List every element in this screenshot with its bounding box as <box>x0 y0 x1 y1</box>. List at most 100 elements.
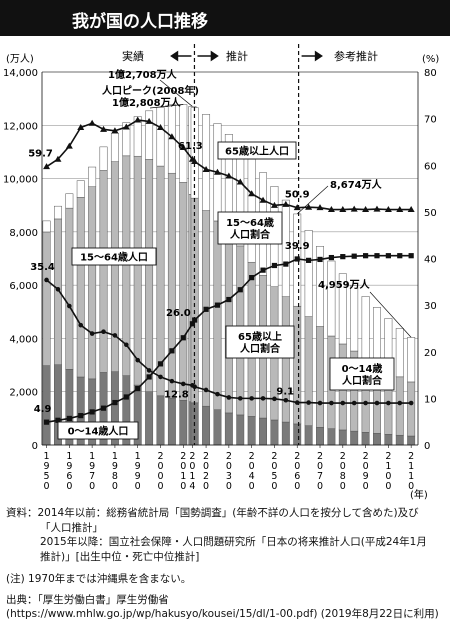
marker-15-64 <box>134 116 142 123</box>
line-65plus-ratio <box>46 254 412 423</box>
bar-segment-15-64 <box>133 155 142 386</box>
bar-segment-65plus <box>76 180 85 198</box>
marker-65plus <box>408 253 414 259</box>
label-65plus-ratio-box <box>225 325 295 359</box>
period-actual-label: 実績 <box>122 49 144 63</box>
bar-segment-65plus <box>202 114 211 211</box>
bar-segment-15-64 <box>42 231 51 366</box>
marker-15-64 <box>259 196 267 203</box>
marker-15-64 <box>305 203 313 210</box>
marker-15-64 <box>156 123 164 130</box>
y-right-tick-label: 80 <box>424 68 437 79</box>
title-bar: 我が国の人口推移 <box>0 0 450 36</box>
marker-65plus <box>100 405 107 411</box>
bar-segment-65plus <box>395 328 404 378</box>
marker-15-64 <box>373 205 381 212</box>
marker-65plus <box>55 417 61 423</box>
marker-65plus <box>112 399 118 406</box>
marker-0-14 <box>397 400 403 406</box>
right-unit-label: (%) <box>422 54 439 65</box>
bar-segment-15-64 <box>213 220 222 410</box>
marker-15-64 <box>122 123 130 130</box>
marker-65plus <box>260 267 266 273</box>
bar-segment-0-14 <box>350 430 359 446</box>
annotations: 59.7 61.3 50.9 35.4 26.0 39.9 4.9 12.8 9.1 65歳以上人… <box>28 68 412 440</box>
bar-segment-0-14 <box>304 425 313 446</box>
marker-65plus <box>340 254 346 260</box>
left-unit-label: (万人) <box>6 53 34 65</box>
marker-0-14 <box>237 396 243 401</box>
marker-0-14 <box>215 391 220 397</box>
marker-15-64 <box>213 168 221 175</box>
total-2014-label: 1億2,708万人 <box>108 68 178 81</box>
marker-65plus <box>123 394 129 400</box>
bar-segment-65plus <box>361 296 370 359</box>
value-label: 61.3 <box>178 141 203 152</box>
line-0-14-ratio <box>46 279 412 404</box>
marker-65plus <box>189 321 195 327</box>
ratio-lines <box>43 116 415 425</box>
bar-segment-15-64 <box>304 316 313 426</box>
line-15-64-ratio <box>46 119 412 211</box>
leader-2060 <box>296 185 329 215</box>
marker-65plus <box>203 306 209 312</box>
bar-segment-65plus <box>156 107 165 167</box>
marker-0-14 <box>249 396 254 401</box>
bar-segment-0-14 <box>373 433 381 446</box>
marker-15-64 <box>282 200 290 207</box>
marker-15-64 <box>179 144 187 151</box>
marker-15-64 <box>202 165 210 172</box>
bar-segment-15-64 <box>76 197 85 378</box>
axes: 0 2,000 4,000 6,000 8,000 10,000 12,000 14,000 0… <box>3 68 437 492</box>
marker-15-64 <box>384 206 392 213</box>
marker-15-64 <box>100 125 108 132</box>
marker-15-64 <box>225 172 233 179</box>
marker-15-64 <box>168 133 176 140</box>
bar-segment-65plus <box>304 230 313 317</box>
bar-segment-15-64 <box>179 182 188 401</box>
bar-segment-0-14 <box>316 427 324 446</box>
marker-0-14 <box>283 397 289 403</box>
marker-0-14 <box>317 400 323 406</box>
value-label: 9.1 <box>276 387 294 398</box>
marker-0-14 <box>340 400 346 406</box>
marker-65plus <box>271 262 278 269</box>
bar-segment-15-64 <box>167 172 176 399</box>
marker-15-64 <box>407 206 415 213</box>
marker-65plus <box>157 361 164 367</box>
marker-65plus <box>328 254 335 261</box>
bar-segment-0-14 <box>179 399 188 446</box>
marker-15-64 <box>65 142 73 149</box>
bar-segment-65plus <box>247 158 256 263</box>
marker-65plus <box>294 256 300 262</box>
label-15-64: 15〜64歳人口 <box>80 251 148 264</box>
marker-15-64 <box>88 119 96 126</box>
marker-65plus <box>362 253 369 259</box>
bar-segment-0-14 <box>407 435 416 446</box>
marker-0-14 <box>226 395 232 400</box>
y-right-tick-label: 50 <box>424 208 437 219</box>
marker-65plus <box>249 275 255 281</box>
marker-0-14 <box>44 277 49 283</box>
arrow-estimate <box>197 50 219 62</box>
marker-65plus <box>66 415 72 422</box>
marker-65plus <box>135 385 141 392</box>
label-15-64-ratio: 15〜64歳人口割合 <box>226 216 274 241</box>
marker-15-64 <box>191 158 199 165</box>
marker-0-14 <box>67 303 72 309</box>
y-right-tick-label: 10 <box>424 394 437 405</box>
marker-0-14 <box>124 342 129 348</box>
origin-line: 出典：「厚生労働白書」厚生労働省 <box>6 593 169 606</box>
marker-15-64 <box>77 123 85 130</box>
